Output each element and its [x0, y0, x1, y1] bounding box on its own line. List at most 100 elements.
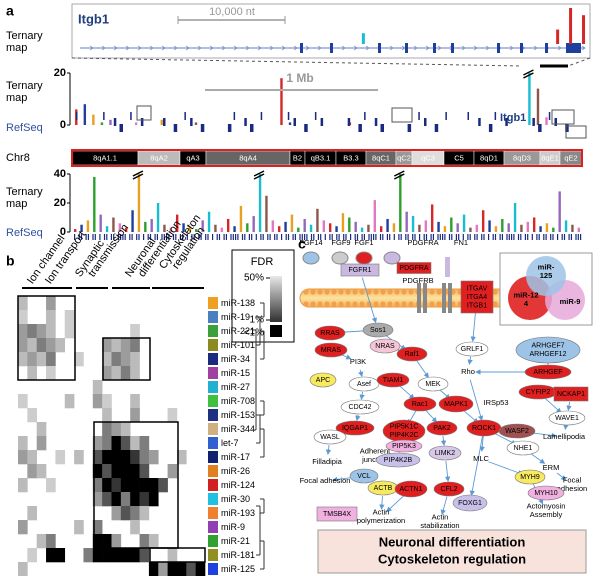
heat-cell [27, 338, 37, 353]
strand-arrow [473, 45, 478, 51]
cluster-box [93, 421, 179, 549]
signal-bar [582, 15, 586, 44]
heat-cell [92, 450, 103, 465]
legend-tick: 1% [250, 315, 265, 326]
signal-bar [156, 203, 160, 232]
node-label: MRAS [321, 347, 342, 354]
signal-bar [430, 204, 434, 232]
signal-bar [335, 226, 338, 232]
gene-node [349, 468, 379, 484]
heat-cell [130, 464, 140, 479]
gene-tick [580, 234, 582, 240]
strand-arrow [557, 45, 562, 51]
signal-bar [134, 122, 138, 125]
gene-block [364, 112, 366, 120]
legend-frame [231, 249, 295, 343]
panel-label: b [6, 253, 15, 269]
heat-cell [120, 548, 131, 563]
gene-tick [182, 234, 184, 240]
gene-tick [356, 234, 359, 240]
heat-cell [111, 464, 122, 479]
lipid [429, 301, 435, 307]
heat-cell [111, 478, 122, 493]
track-label: Ternary [6, 186, 43, 198]
gene-tick [511, 234, 513, 240]
legend-tick: 50% [244, 273, 264, 284]
gene-tick [329, 234, 331, 240]
gene-tick [499, 234, 501, 240]
gene-block [554, 118, 557, 126]
gene-node [316, 506, 358, 522]
gene-tick [94, 234, 96, 240]
signal-bar [83, 104, 87, 125]
signal-bar [280, 78, 283, 125]
gene-tick [379, 234, 382, 240]
heat-cell [120, 478, 131, 493]
strand-arrow [485, 45, 490, 51]
gene-block [358, 124, 362, 132]
signal-bar [526, 221, 530, 232]
gene-node [514, 469, 546, 485]
heat-cell [120, 352, 131, 367]
heat-cell [18, 562, 28, 576]
gene-tick [78, 234, 80, 240]
signal-bar [539, 226, 542, 232]
gene-block [200, 124, 205, 132]
strand-arrow [185, 45, 190, 51]
heat-cell [139, 492, 150, 507]
heat-cell [130, 548, 140, 563]
pathway-edge [556, 472, 567, 481]
lipid [331, 301, 337, 307]
gene-tick [412, 234, 414, 240]
signal-bar [207, 211, 211, 232]
gene-tick [382, 234, 384, 240]
heat-cell [18, 520, 28, 535]
receptor [442, 283, 452, 313]
heat-cell [102, 436, 112, 451]
gene-tick [398, 234, 400, 240]
gene-tick [488, 234, 490, 240]
heat-cell [18, 436, 28, 451]
signal-bar [577, 227, 581, 232]
lipid [303, 289, 309, 295]
signal-bar [118, 223, 122, 232]
heat-cell [167, 408, 178, 423]
heat-cell [55, 338, 66, 353]
rule [523, 69, 534, 76]
gene-tick [313, 234, 315, 240]
gene-tick [336, 234, 338, 240]
signal-bar [475, 224, 479, 232]
heat-cell [120, 492, 131, 507]
gene-tick [524, 234, 526, 240]
node-label: junction [361, 455, 388, 464]
lipid [492, 289, 498, 295]
gene-tick [506, 234, 508, 240]
heat-cell [111, 506, 122, 521]
mirna-swatch [208, 479, 218, 491]
heat-cell [130, 324, 140, 339]
gene-tick [494, 234, 497, 240]
mirna-swatch [208, 381, 218, 393]
signal-bar [545, 223, 549, 232]
heat-cell [46, 338, 56, 353]
venn-blue [526, 256, 566, 296]
exon [300, 43, 303, 53]
signal-bar [105, 226, 109, 232]
gene-node [362, 322, 394, 338]
rule [253, 173, 265, 180]
row-label: miR-708 [221, 396, 255, 406]
heat-cell [102, 464, 112, 479]
gene-tick [575, 234, 577, 240]
heat-cell [130, 408, 140, 423]
signal-bar [92, 114, 95, 125]
heat-cell [102, 408, 112, 423]
strand-arrow [509, 45, 514, 51]
lipid [401, 301, 407, 307]
gene-tick [501, 234, 503, 240]
band-label: 8qA4 [239, 153, 257, 162]
gene-block [163, 118, 166, 126]
rule [567, 57, 591, 67]
pathway-edge [467, 356, 473, 366]
fn1-bar [445, 257, 450, 277]
